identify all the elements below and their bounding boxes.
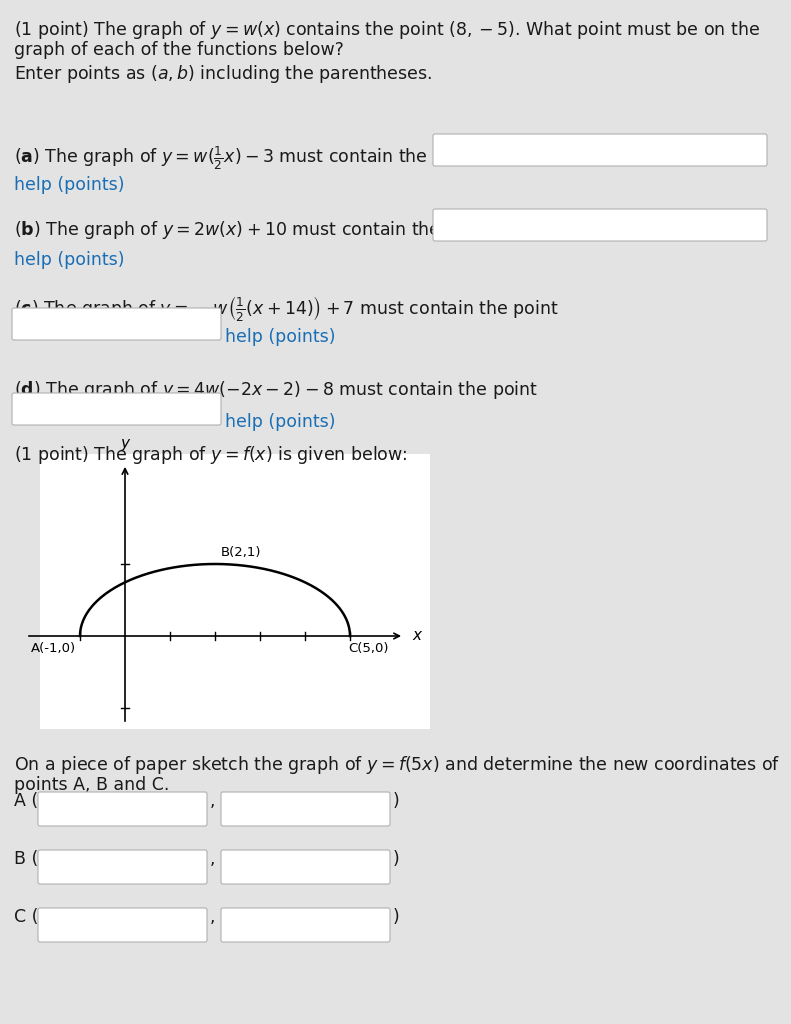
Text: help (points): help (points)	[14, 251, 124, 269]
Text: B(2,1): B(2,1)	[221, 546, 262, 559]
Text: graph of each of the functions below?: graph of each of the functions below?	[14, 41, 344, 59]
FancyBboxPatch shape	[221, 792, 390, 826]
Text: $\mathbf{\left(a\right)}$ The graph of $y = w(\frac{1}{2}x) - 3$ must contain th: $\mathbf{\left(a\right)}$ The graph of $…	[14, 144, 478, 172]
FancyBboxPatch shape	[38, 850, 207, 884]
Bar	[40, 454, 430, 729]
FancyBboxPatch shape	[433, 209, 767, 241]
Text: C (: C (	[14, 908, 39, 926]
Text: $\mathbf{\left(d\right)}$ The graph of $y = 4w(-2x - 2) - 8$ must contain the po: $\mathbf{\left(d\right)}$ The graph of $…	[14, 379, 538, 401]
Text: Enter points as $(a, b)$ including the parentheses.: Enter points as $(a, b)$ including the p…	[14, 63, 432, 85]
Text: help (points): help (points)	[225, 328, 335, 346]
Text: ): )	[393, 792, 399, 810]
Text: (1 point) The graph of $y = w(x)$ contains the point $(8, -5)$. What point must : (1 point) The graph of $y = w(x)$ contai…	[14, 19, 760, 41]
Text: ): )	[393, 850, 399, 868]
Text: B (: B (	[14, 850, 38, 868]
FancyBboxPatch shape	[12, 308, 221, 340]
FancyBboxPatch shape	[433, 134, 767, 166]
Text: ,: ,	[210, 850, 215, 868]
Text: (1 point) The graph of $y = f(x)$ is given below:: (1 point) The graph of $y = f(x)$ is giv…	[14, 444, 407, 466]
Text: C(5,0): C(5,0)	[348, 642, 388, 655]
Text: ,: ,	[210, 792, 215, 810]
Text: A (: A (	[14, 792, 38, 810]
FancyBboxPatch shape	[221, 850, 390, 884]
Text: help (points): help (points)	[225, 413, 335, 431]
Text: On a piece of paper sketch the graph of $y = f(5x)$ and determine the new coordi: On a piece of paper sketch the graph of …	[14, 754, 780, 776]
Text: x: x	[412, 629, 421, 643]
Text: help (points): help (points)	[14, 176, 124, 194]
Text: points A, B and C.: points A, B and C.	[14, 776, 169, 794]
FancyBboxPatch shape	[12, 393, 221, 425]
Text: $\mathbf{\left(c\right)}$ The graph of $y = -w\left(\frac{1}{2}(x + 14)\right) +: $\mathbf{\left(c\right)}$ The graph of $…	[14, 294, 558, 323]
Text: y: y	[120, 436, 130, 451]
FancyBboxPatch shape	[221, 908, 390, 942]
FancyBboxPatch shape	[38, 908, 207, 942]
Text: $\mathbf{\left(b\right)}$ The graph of $y = 2w(x) + 10$ must contain the point: $\mathbf{\left(b\right)}$ The graph of $…	[14, 219, 491, 241]
Text: A(-1,0): A(-1,0)	[31, 642, 76, 655]
FancyBboxPatch shape	[38, 792, 207, 826]
Text: ,: ,	[210, 908, 215, 926]
Text: ): )	[393, 908, 399, 926]
